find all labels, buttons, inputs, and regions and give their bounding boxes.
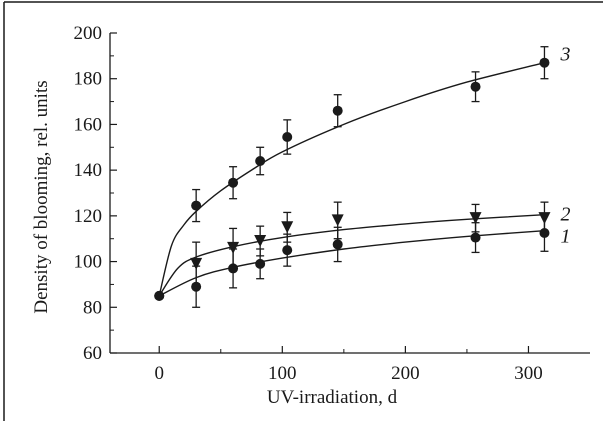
- series-3-label: 3: [559, 44, 570, 66]
- y-tick-label: 160: [74, 114, 103, 135]
- series-3-point: [228, 177, 239, 188]
- series-3-curve: [158, 62, 545, 297]
- series-2-point: [331, 214, 344, 227]
- series-3-point: [332, 105, 343, 116]
- series-2-point: [538, 212, 551, 225]
- x-tick-label: 300: [514, 363, 543, 384]
- series-3-point: [470, 81, 481, 92]
- series-2-curve: [158, 214, 545, 297]
- series-2-point: [254, 235, 267, 247]
- series-1-point: [255, 258, 266, 269]
- series-2-point: [227, 241, 240, 254]
- y-tick-label: 140: [74, 160, 103, 181]
- series-2-label: 2: [560, 204, 570, 226]
- series-1-point: [332, 239, 343, 250]
- y-tick-label: 60: [83, 343, 102, 364]
- y-tick-label: 100: [74, 252, 103, 273]
- y-tick-label: 180: [74, 69, 103, 90]
- series-1-point: [191, 281, 202, 292]
- series-3-point: [539, 57, 550, 68]
- series-1-point: [282, 245, 293, 256]
- series-3-point: [154, 290, 165, 301]
- series-1-point: [470, 232, 481, 243]
- y-tick-label: 200: [74, 23, 103, 44]
- series-2-point: [190, 257, 203, 270]
- x-tick-label: 0: [154, 363, 164, 384]
- series-3-point: [282, 132, 293, 142]
- x-axis-title: UV-irradiation, d: [267, 387, 398, 408]
- y-tick-label: 80: [83, 297, 102, 318]
- series-3-point: [255, 156, 266, 166]
- series-1-curve: [158, 230, 545, 297]
- x-tick-label: 200: [391, 363, 420, 384]
- series-3-point: [191, 200, 202, 211]
- x-tick-label: 100: [268, 363, 297, 384]
- series-1-label: 1: [560, 226, 570, 248]
- series-1-point: [228, 263, 239, 274]
- series-2-point: [469, 212, 482, 225]
- series-2-point: [281, 221, 294, 234]
- y-axis-title: Density of blooming, rel. units: [31, 80, 52, 313]
- y-tick-label: 120: [74, 206, 103, 227]
